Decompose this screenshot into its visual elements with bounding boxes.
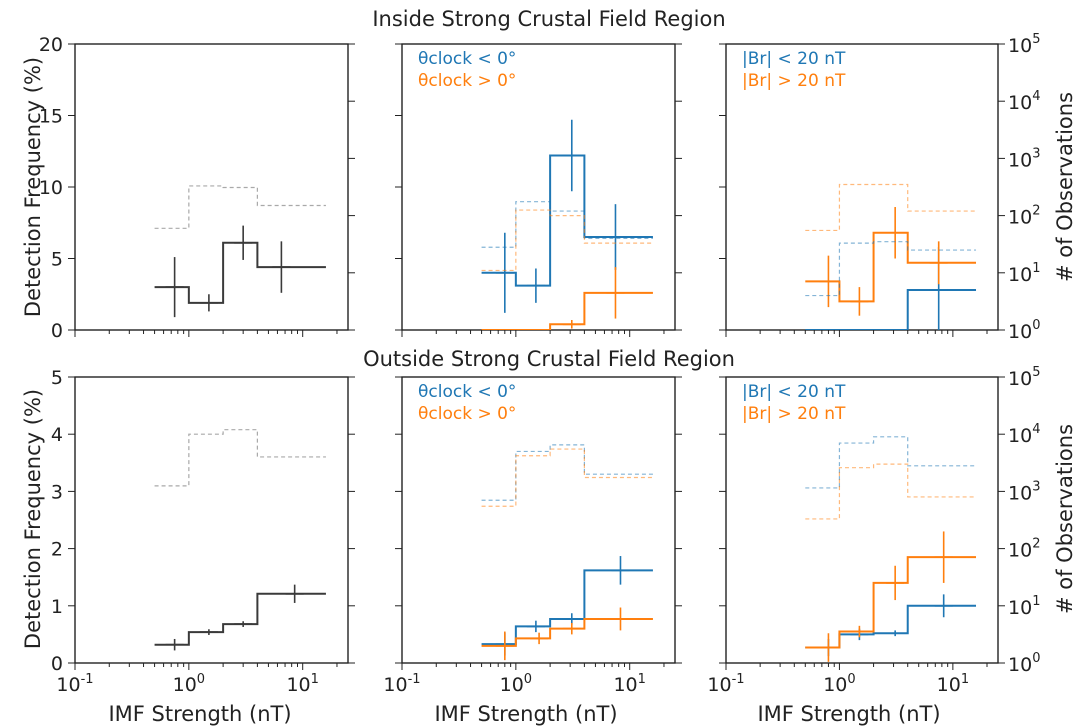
x-axis-label-col1: IMF Strength (nT) xyxy=(434,702,617,726)
frequency-step-blue xyxy=(481,154,653,287)
observations-step-orange xyxy=(481,448,653,507)
y-axis-label-left-bottom: Detection Frequency (%) xyxy=(21,389,45,649)
observations-step-orange xyxy=(805,463,977,520)
y2-tick-label: 104 xyxy=(1008,89,1040,114)
panel-1-2: 10-1 100 101 100 101 102 103 104 105 |Br| < 20 nT… xyxy=(707,365,1040,696)
x-tick-label: 100 xyxy=(500,672,532,696)
panel-0-2: 100 101 102 103 104 105 |Br| < 20 nT|Br| > 20 … xyxy=(719,32,1040,343)
y-axis-label-left-top: Detection Frequency (%) xyxy=(21,57,45,317)
y2-tick-label: 102 xyxy=(1008,204,1040,229)
axes-frame xyxy=(401,376,676,664)
observations-step-gray xyxy=(154,429,326,487)
y2-tick-label: 104 xyxy=(1008,422,1040,447)
frequency-step-orange xyxy=(481,291,653,330)
x-tick-label: 101 xyxy=(937,672,969,696)
y-tick-label: 0 xyxy=(51,653,63,675)
y-tick-label: 0 xyxy=(51,320,63,342)
frequency-step-orange xyxy=(805,231,977,303)
y2-tick-label: 103 xyxy=(1008,146,1040,171)
frequency-step-black xyxy=(154,592,326,646)
y-axis-label-right-bottom: # of Observations xyxy=(1053,424,1077,614)
y2-tick-label: 105 xyxy=(1008,32,1040,57)
y2-tick-label: 103 xyxy=(1008,479,1040,504)
legend-entry-blue: θclock < 0° xyxy=(418,382,516,402)
x-tick-label: 101 xyxy=(286,672,318,696)
frequency-step-blue xyxy=(805,604,977,649)
y2-tick-label: 101 xyxy=(1008,261,1040,286)
frequency-step-orange xyxy=(481,617,653,647)
observations-step-blue xyxy=(805,436,977,489)
y-tick-label: 10 xyxy=(39,177,63,199)
y2-tick-label: 100 xyxy=(1008,651,1040,676)
legend-entry-orange: |Br| > 20 nT xyxy=(742,404,846,424)
y2-tick-label: 101 xyxy=(1008,594,1040,619)
axes-frame xyxy=(74,376,349,664)
y-tick-label: 2 xyxy=(51,539,63,561)
axes-frame xyxy=(725,376,999,664)
row-title-outside: Outside Strong Crustal Field Region xyxy=(363,347,735,371)
x-tick-label: 10-1 xyxy=(56,672,93,696)
legend-entry-blue: |Br| < 20 nT xyxy=(742,382,846,402)
row-title-inside: Inside Strong Crustal Field Region xyxy=(372,7,725,31)
observations-step-gray xyxy=(154,185,326,229)
observations-step-blue xyxy=(481,444,653,501)
frequency-step-blue xyxy=(805,288,977,330)
y-tick-label: 5 xyxy=(51,367,63,389)
frequency-step-blue xyxy=(481,569,653,646)
y-tick-label: 3 xyxy=(51,481,63,503)
legend-entry-orange: θclock > 0° xyxy=(418,404,516,424)
y-tick-label: 20 xyxy=(39,34,63,56)
legend-entry-blue: θclock < 0° xyxy=(418,49,516,69)
observations-step-blue xyxy=(805,241,977,297)
legend-entry-orange: |Br| > 20 nT xyxy=(742,71,846,91)
x-tick-label: 100 xyxy=(823,672,855,696)
panel-1-1: 10-1 100 101 θclock < 0°θclock > 0° xyxy=(383,376,682,696)
observations-step-orange xyxy=(805,183,977,232)
x-tick-label: 10-1 xyxy=(383,672,420,696)
observations-step-blue xyxy=(481,201,653,248)
x-tick-label: 100 xyxy=(173,672,205,696)
y2-tick-label: 105 xyxy=(1008,365,1040,390)
data-layer xyxy=(154,429,326,651)
y-tick-label: 5 xyxy=(51,249,63,271)
x-axis-label-col0: IMF Strength (nT) xyxy=(108,702,291,726)
observations-step-orange xyxy=(481,209,653,272)
y-tick-label: 15 xyxy=(39,106,63,128)
data-layer xyxy=(154,185,326,318)
y2-tick-label: 102 xyxy=(1008,537,1040,562)
frequency-step-orange xyxy=(805,556,977,649)
data-layer xyxy=(481,119,653,330)
y-tick-label: 4 xyxy=(51,424,63,446)
data-layer xyxy=(805,436,977,662)
y-axis-label-right-top: # of Observations xyxy=(1053,92,1077,282)
x-axis-label-col2: IMF Strength (nT) xyxy=(757,702,940,726)
y2-tick-label: 100 xyxy=(1008,318,1040,343)
frequency-step-black xyxy=(154,241,326,304)
x-tick-label: 101 xyxy=(613,672,645,696)
legend-entry-blue: |Br| < 20 nT xyxy=(742,49,846,69)
data-layer xyxy=(805,183,977,330)
data-layer xyxy=(481,444,653,661)
legend-entry-orange: θclock > 0° xyxy=(418,71,516,91)
panel-0-0: 0 5 10 15 20 xyxy=(39,34,355,342)
axes-frame xyxy=(74,43,349,331)
y-tick-label: 1 xyxy=(51,596,63,618)
panel-0-1: θclock < 0°θclock > 0° xyxy=(395,43,682,337)
x-tick-label: 10-1 xyxy=(707,672,744,696)
